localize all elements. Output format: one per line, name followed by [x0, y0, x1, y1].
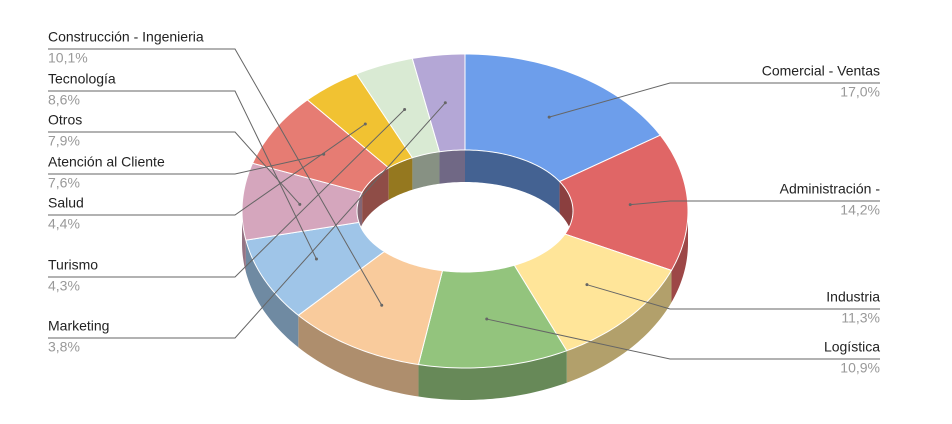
label-name: Industria: [826, 289, 880, 305]
leader-line: [48, 48, 383, 306]
label-name: Turismo: [48, 257, 98, 273]
label-name: Administración -: [780, 181, 881, 197]
slice: [411, 53, 466, 153]
inner-wall: [465, 150, 560, 214]
outer-wall: [566, 270, 672, 383]
leader-dot: [380, 303, 384, 307]
label-name: Comercial - Ventas: [762, 63, 880, 79]
leader-dot: [403, 108, 407, 112]
label-name: Construcción - Ingenieria: [48, 29, 204, 45]
leader-line: [48, 131, 301, 205]
leader-line: [48, 123, 366, 216]
label-value: 14,2%: [840, 202, 880, 218]
leader-line: [630, 200, 880, 206]
tops: [241, 53, 689, 369]
outer-wall: [245, 240, 299, 348]
label-value: 4,3%: [48, 278, 80, 294]
leader-dot: [298, 202, 302, 206]
label-value: 8,6%: [48, 92, 80, 108]
label-value: 4,4%: [48, 216, 80, 232]
label-name: Tecnología: [48, 71, 116, 87]
label-value: 10,9%: [840, 360, 880, 376]
label-name: Salud: [48, 195, 84, 211]
label-value: 10,1%: [48, 50, 88, 66]
leader-dot: [585, 283, 589, 287]
label-name: Marketing: [48, 318, 109, 334]
leader-dot: [485, 317, 489, 321]
label-name: Logística: [824, 339, 880, 355]
leader-dot: [628, 203, 632, 207]
leader-dot: [547, 115, 551, 119]
leader-line: [586, 284, 880, 310]
label-name: Otros: [48, 112, 82, 128]
leader-line: [549, 82, 880, 118]
inner-wall: [388, 157, 413, 200]
label-value: 7,9%: [48, 133, 80, 149]
inner-wall: [439, 150, 465, 184]
leader-line: [48, 102, 446, 339]
label-value: 7,6%: [48, 175, 80, 191]
leader-line: [48, 109, 405, 278]
label-value: 3,8%: [48, 339, 80, 355]
label-value: 17,0%: [840, 84, 880, 100]
leader-dot: [314, 257, 318, 261]
inner-wall: [412, 151, 440, 190]
leaders: [48, 48, 880, 360]
leader-dot: [443, 101, 447, 105]
leader-dot: [363, 122, 367, 126]
outer-wall: [418, 350, 567, 400]
outer-wall: [671, 211, 688, 303]
inner-wall: [362, 167, 389, 225]
label-value: 11,3%: [841, 310, 880, 326]
leader-line: [486, 318, 880, 360]
label-name: Atención al Cliente: [48, 154, 165, 170]
leader-line: [48, 153, 324, 175]
leader-line: [48, 90, 317, 260]
